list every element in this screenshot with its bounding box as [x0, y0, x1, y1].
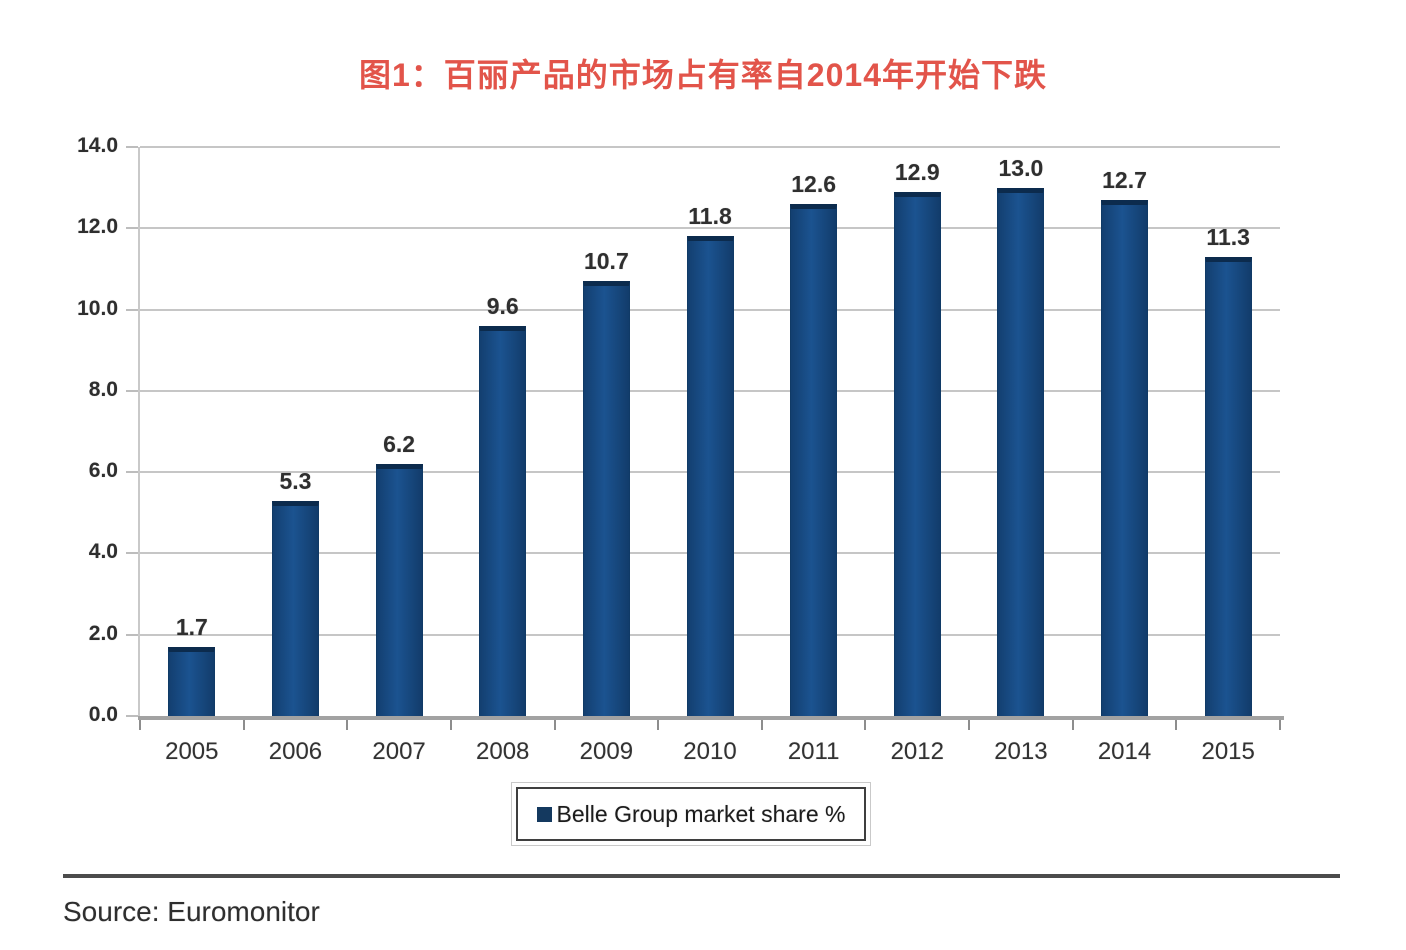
x-tick-mark: [1071, 720, 1074, 730]
x-axis-label: 2009: [579, 738, 634, 765]
chart-title: 图1：百丽产品的市场占有率自2014年开始下跌: [359, 57, 1047, 93]
x-axis-label: 2007: [372, 738, 426, 765]
bar-2010: [686, 236, 734, 716]
x-axis-label: 2005: [165, 738, 219, 765]
y-tick-mark: [126, 146, 138, 148]
y-tick-mark: [126, 227, 138, 230]
bar-2014: [1101, 199, 1149, 716]
y-axis-label: 14.0: [77, 134, 118, 157]
y-tick-mark: [126, 308, 138, 311]
x-tick-mark: [657, 720, 660, 730]
x-axis-label: 2008: [476, 738, 530, 765]
x-axis-label: 2012: [890, 738, 944, 765]
bar-2013: [997, 187, 1045, 716]
x-axis-label: 2014: [1097, 738, 1152, 765]
bar-value-label: 12.6: [791, 170, 836, 197]
x-axis-label: 2011: [787, 738, 840, 765]
bar-2009: [582, 281, 630, 716]
x-tick-mark: [139, 720, 141, 730]
x-axis-label: 2006: [268, 738, 323, 765]
x-axis-label: 2010: [683, 738, 737, 765]
y-tick-mark: [126, 389, 138, 392]
gridline: [140, 227, 1280, 230]
bar-2012: [893, 191, 941, 716]
bar-2005: [168, 646, 216, 716]
bar-value-label: 12.7: [1102, 166, 1147, 193]
x-tick-mark: [346, 720, 349, 730]
y-axis-line: [138, 147, 140, 716]
bar-value-label: 6.2: [383, 431, 416, 457]
y-axis-label: 6.0: [88, 459, 118, 483]
divider-rule: [63, 874, 1340, 878]
x-tick-mark: [864, 720, 867, 730]
bar-value-label: 11.3: [1206, 223, 1250, 250]
x-tick-mark: [553, 720, 556, 730]
y-tick-mark: [126, 633, 138, 636]
bar-value-label: 1.7: [175, 613, 208, 640]
y-tick-mark: [126, 715, 138, 717]
bar-value-label: 11.8: [688, 203, 732, 230]
bar-value-label: 13.0: [998, 154, 1044, 181]
x-tick-mark: [1279, 720, 1281, 730]
x-tick-mark: [449, 720, 452, 730]
bar-2008: [479, 325, 527, 716]
y-tick-mark: [126, 552, 138, 555]
x-axis-label: 2013: [994, 738, 1048, 765]
bar-value-label: 5.3: [279, 467, 312, 494]
x-tick-mark: [968, 720, 971, 730]
gridline: [140, 146, 1280, 148]
legend-label: Belle Group market share %: [556, 800, 846, 827]
y-axis-label: 0.0: [88, 703, 118, 726]
y-tick-mark: [126, 471, 138, 474]
x-tick-mark: [242, 720, 245, 730]
bar-2011: [790, 203, 838, 716]
x-axis-line: [138, 716, 1284, 720]
x-axis-label: 2015: [1201, 738, 1255, 765]
y-axis-label: 8.0: [88, 377, 118, 401]
bar-value-label: 12.9: [894, 158, 940, 185]
x-tick-mark: [760, 720, 763, 730]
bar-2006: [271, 500, 319, 716]
y-axis-label: 4.0: [88, 540, 118, 564]
bar-value-label: 9.6: [486, 292, 519, 319]
bar-value-label: 10.7: [583, 248, 629, 275]
source-text: Source: Euromonitor: [63, 896, 320, 927]
y-axis-label: 2.0: [88, 621, 118, 645]
bar-2007: [375, 464, 423, 716]
legend: Belle Group market share %: [516, 787, 866, 841]
y-axis-label: 12.0: [77, 215, 118, 239]
bar-2015: [1204, 256, 1252, 716]
legend-swatch-icon: [536, 806, 552, 822]
x-tick-mark: [1175, 720, 1178, 730]
y-axis-label: 10.0: [77, 296, 118, 320]
